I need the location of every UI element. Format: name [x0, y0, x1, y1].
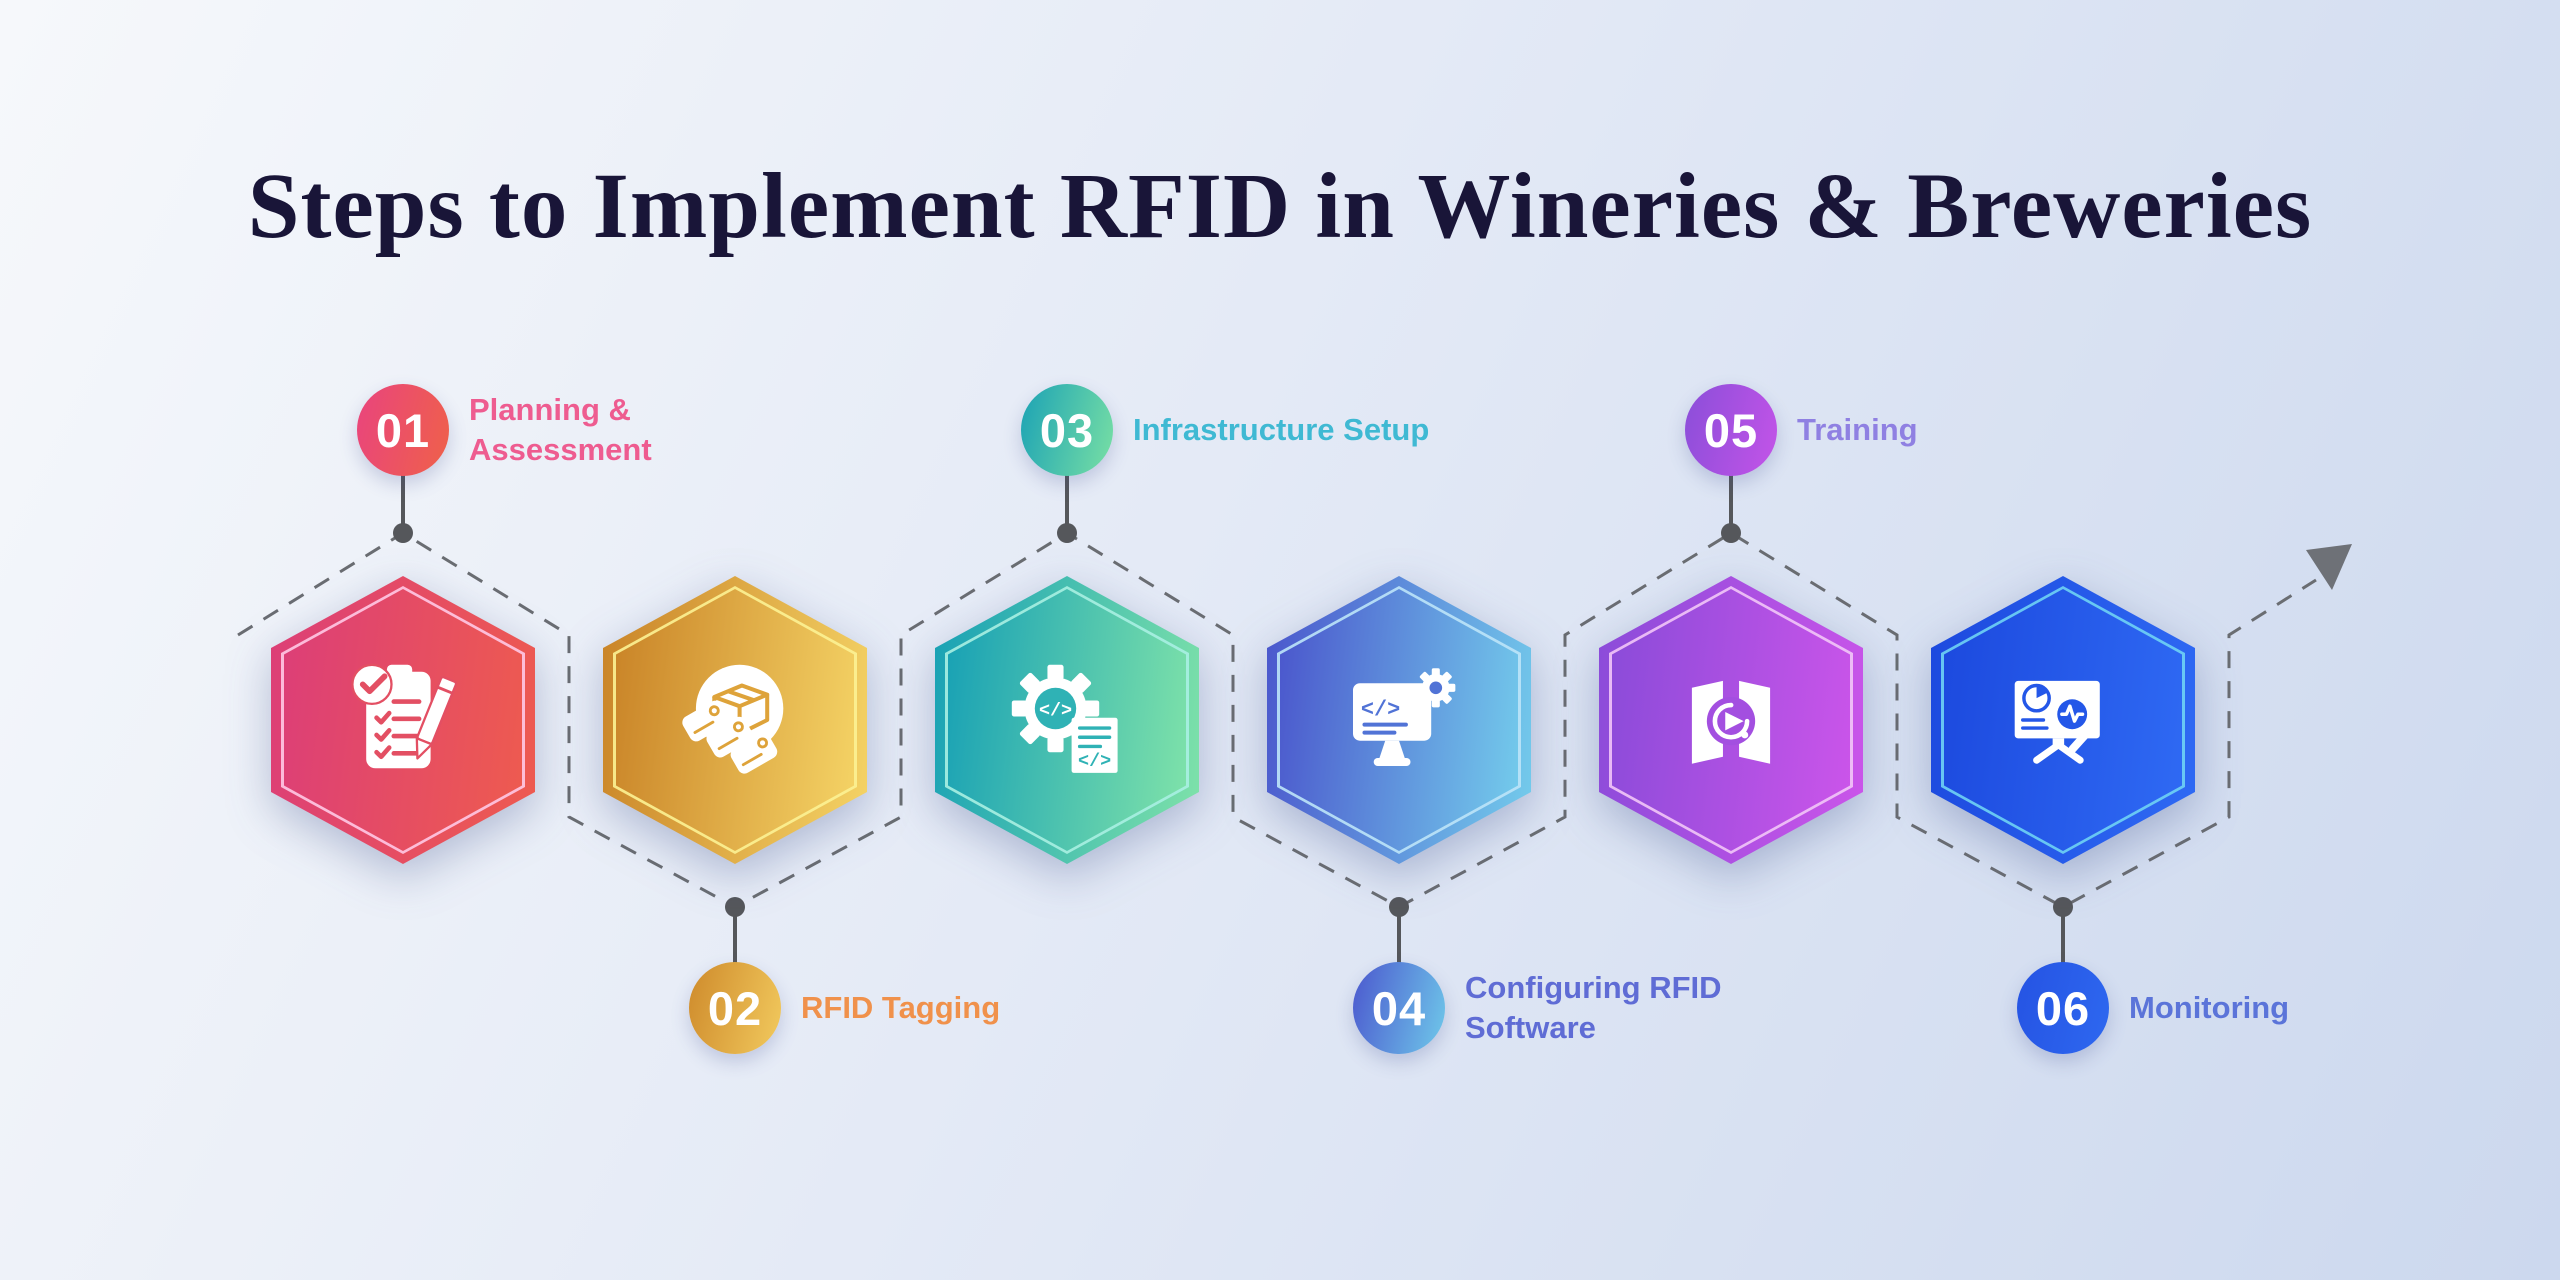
- monitor-code-icon: </>: [1353, 668, 1456, 766]
- step-label: Training: [1797, 411, 1918, 447]
- hexagon-shape: </> </>: [935, 576, 1199, 864]
- dashed-flow-line: [237, 531, 2317, 909]
- step-label: RFID Tagging: [801, 989, 1001, 1025]
- step-dot: [1721, 523, 1741, 543]
- step-dot: [393, 523, 413, 543]
- svg-text:</>: </>: [1039, 700, 1072, 721]
- step-hexagon: [1599, 576, 1863, 864]
- step-label: Monitoring: [2129, 989, 2290, 1025]
- step-label: Planning & Assessment: [469, 391, 652, 467]
- hexagon-shape: [1599, 576, 1863, 864]
- step-number: 01: [375, 403, 431, 457]
- step-dot: [725, 897, 745, 917]
- step-number: 06: [2035, 981, 2091, 1035]
- hexagon-shape: [271, 576, 535, 864]
- step-label: Configuring RFID Software: [1465, 969, 1722, 1045]
- book-play-icon: [1691, 680, 1771, 764]
- hexagon-shape: [1931, 576, 2195, 864]
- step-hexagon: </>: [1267, 576, 1531, 864]
- step-number: 04: [1371, 981, 1427, 1035]
- arrowhead-icon: [2306, 544, 2352, 590]
- step-number-badge: 03: [1021, 384, 1113, 476]
- gear-code-icon: </> </>: [1011, 664, 1118, 773]
- step-hexagon: [1931, 576, 2195, 864]
- hexagon-shape: </>: [1267, 576, 1531, 864]
- step-dot: [1057, 523, 1077, 543]
- page-title: Steps to Implement RFID in Wineries & Br…: [247, 155, 2313, 259]
- step-number-badge: 02: [689, 962, 781, 1054]
- step-number: 05: [1703, 403, 1759, 457]
- svg-text:</>: </>: [1078, 751, 1111, 772]
- package-tags-icon: [682, 664, 784, 774]
- step-number-badge: 05: [1685, 384, 1777, 476]
- step-hexagon: </> </>: [935, 576, 1199, 864]
- monitor-analytics-icon: [2014, 680, 2100, 764]
- step-number-badge: 01: [357, 384, 449, 476]
- step-label: Infrastructure Setup: [1133, 411, 1430, 447]
- step-number: 03: [1039, 403, 1095, 457]
- step-number: 02: [707, 981, 763, 1035]
- step-hexagon: [603, 576, 867, 864]
- step-hexagon: [271, 576, 535, 864]
- clipboard-checklist-icon: [351, 663, 458, 769]
- step-number-badge: 06: [2017, 962, 2109, 1054]
- step-number-badge: 04: [1353, 962, 1445, 1054]
- step-dot: [2053, 897, 2073, 917]
- svg-text:</>: </>: [1361, 697, 1400, 722]
- hexagon-shape: [603, 576, 867, 864]
- step-dot: [1389, 897, 1409, 917]
